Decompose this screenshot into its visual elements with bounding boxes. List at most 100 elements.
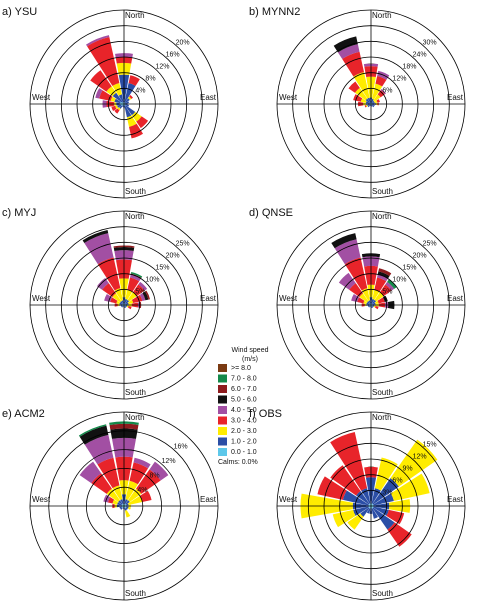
wind-sector [127, 292, 137, 302]
legend-swatch [218, 427, 227, 435]
wind-sector [124, 98, 130, 104]
wind-sector [364, 105, 367, 108]
ring-label: 5% [382, 288, 392, 295]
wind-sector [120, 101, 124, 104]
ring-label: 15% [402, 264, 416, 271]
wind-sector [124, 499, 128, 505]
wind-sector [118, 94, 124, 103]
wind-sector [375, 75, 387, 87]
wind-sector [124, 105, 132, 118]
wind-sector [354, 87, 368, 101]
wind-sector [125, 509, 131, 518]
wind-sector [377, 90, 385, 98]
wind-rose: f) OBS 3%6%9%12% 15% North East South West [249, 408, 466, 601]
wind-sector [124, 82, 136, 103]
wind-sector [117, 104, 122, 108]
direction-label: South [372, 187, 393, 196]
wind-sector [117, 502, 123, 506]
ring-label: 3% [382, 489, 392, 496]
wind-sector [390, 439, 438, 487]
wind-sector [142, 291, 149, 301]
ring-label: 10% [392, 276, 406, 283]
wind-sector [120, 507, 123, 510]
wind-sector [112, 92, 123, 103]
wind-sector [107, 497, 115, 504]
wind-sector [121, 305, 124, 308]
wind-sector [136, 469, 161, 494]
ring-label: 25% [176, 240, 190, 247]
wind-sector [371, 508, 379, 519]
wind-sector [133, 457, 151, 469]
ring-label: 25% [423, 240, 437, 247]
wind-sector [372, 104, 375, 107]
ring-label: 24% [413, 51, 427, 58]
wind-sector [371, 299, 377, 305]
wind-sector [124, 504, 126, 506]
wind-sector [104, 294, 113, 302]
direction-label: East [200, 495, 217, 504]
wind-sector [338, 272, 356, 290]
wind-sector [371, 306, 373, 309]
legend-swatch [218, 364, 227, 372]
wind-sector [128, 488, 142, 502]
wind-sector [125, 506, 129, 509]
wind-sector [357, 297, 365, 304]
wind-sector [124, 104, 129, 107]
wind-sector [124, 101, 129, 104]
legend: Wind speed (m/s) Calms: 0.0% 0.0 - 1.0 1.… [218, 347, 269, 466]
wind-sector [387, 279, 397, 289]
wind-sector [125, 305, 128, 307]
panel-title: c) MYJ [2, 207, 36, 219]
wind-sector [131, 111, 142, 122]
wind-sector [149, 461, 169, 481]
wind-sector [360, 507, 370, 517]
wind-sector [97, 457, 120, 489]
wind-sector [129, 95, 133, 99]
ring-label: 12% [155, 63, 169, 70]
direction-label: North [372, 11, 392, 20]
wind-sector [125, 503, 129, 506]
panel-title: d) QNSE [249, 207, 293, 219]
legend-label: 6.0 - 7.0 [231, 386, 257, 393]
ring-label: 12% [392, 75, 406, 82]
direction-label: West [279, 294, 298, 303]
legend-label: 7.0 - 8.0 [231, 375, 257, 382]
wind-sector [110, 297, 118, 304]
wind-sector [367, 104, 370, 107]
wind-sector [136, 116, 149, 129]
ring-label: 20% [166, 252, 180, 259]
wind-sector [118, 500, 123, 505]
wind-sector [351, 294, 360, 302]
wind-sector [368, 305, 371, 308]
legend-swatch [218, 395, 227, 404]
ring-label: 8% [145, 75, 155, 82]
wind-sector [372, 478, 399, 505]
wind-sector [129, 123, 144, 139]
wind-sector [369, 104, 371, 107]
wind-sector [124, 298, 128, 304]
direction-label: West [32, 495, 51, 504]
wind-sector [78, 424, 107, 437]
wind-sector [124, 305, 127, 308]
wind-sector [385, 281, 395, 291]
wind-sector [373, 305, 376, 308]
wind-sector [114, 108, 120, 114]
wind-sector [365, 104, 368, 107]
wind-sector [139, 293, 146, 301]
direction-label: West [32, 93, 51, 102]
wind-sector [344, 257, 368, 291]
wind-sector [115, 105, 119, 109]
direction-label: South [372, 589, 393, 598]
wind-sector [126, 305, 129, 308]
ring-label: 8% [149, 473, 159, 480]
ring-label: 30% [423, 39, 437, 46]
direction-label: South [125, 589, 146, 598]
wind-sector [373, 493, 394, 506]
wind-sector [85, 35, 110, 47]
direction-label: East [200, 294, 217, 303]
direction-label: East [447, 495, 464, 504]
direction-label: South [125, 187, 146, 196]
legend-unit: (m/s) [242, 356, 258, 363]
wind-sector [371, 298, 375, 304]
wind-sector [125, 507, 128, 510]
